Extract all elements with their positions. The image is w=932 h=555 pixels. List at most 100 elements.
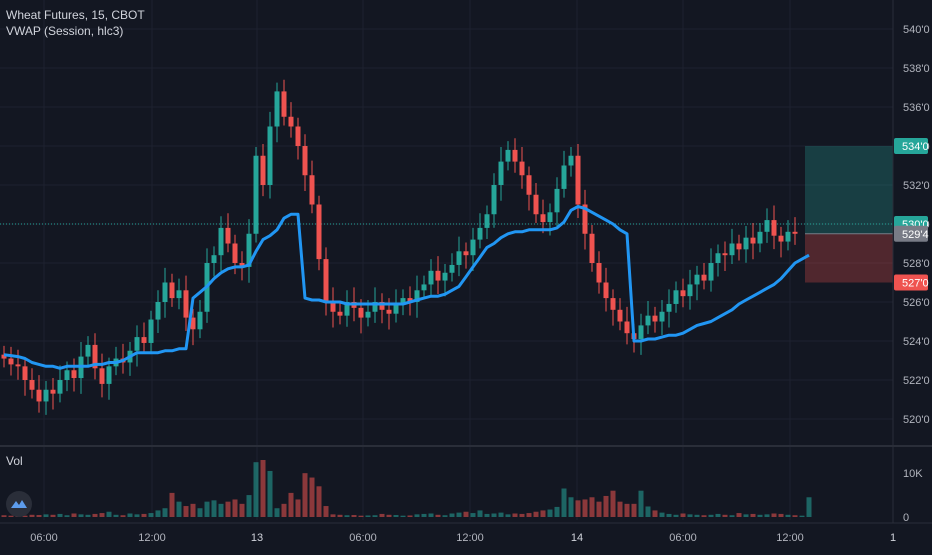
volume-bar [64,515,70,517]
candle-body [554,188,560,213]
volume-bar [533,511,539,517]
volume-bar [50,514,56,517]
volume-bar [799,515,805,517]
candle-body [169,282,175,299]
volume-bar [596,501,602,517]
candle-body [218,227,224,256]
volume-bar [386,514,392,517]
candle-body [617,309,623,322]
candle-body [246,233,252,267]
candle-body [442,272,448,281]
volume-bar [757,514,763,517]
volume-bar [484,513,490,517]
volume-bar [729,515,735,517]
volume-bar [337,514,343,517]
candle-body [624,321,630,334]
candle-body [701,274,707,281]
candle-body [519,161,525,176]
candle-body [344,302,350,316]
volume-bar [442,515,448,517]
candle-body [232,243,238,263]
volume-bar [603,495,609,517]
loss-zone[interactable] [805,233,893,283]
candle-body [449,264,455,273]
volume-bar [344,515,350,517]
volume-bar [239,503,245,517]
indicator-label[interactable]: VWAP (Session, hlc3) [6,24,124,38]
price-badge-label: 527'0 [902,278,929,290]
volume-bar [414,514,420,517]
candle-body [302,146,308,176]
volume-bar [743,514,749,517]
volume-bar [617,501,623,517]
volume-bar [162,508,168,517]
volume-bar [540,510,546,517]
volume-bar [435,514,441,517]
candle-body [407,298,413,302]
volume-bar [421,513,427,517]
volume-bar [323,506,329,517]
candle-body [428,270,434,285]
volume-bar [771,513,777,517]
volume-bar [274,508,280,517]
volume-bar [428,513,434,517]
candle-body [435,270,441,281]
volume-bar [582,499,588,517]
volume-bar [379,513,385,517]
volume-bar [778,513,784,517]
tradingview-logo-icon[interactable] [6,491,32,517]
volume-bar [92,513,98,517]
candle-body [477,227,483,240]
volume-bar [680,513,686,517]
candle-body [309,175,315,205]
volume-bar [722,514,728,517]
x-tick-label: 14 [571,532,583,544]
y-tick-label: 538'0 [903,63,930,75]
volume-bar [526,513,532,517]
y-tick-label: 528'0 [903,258,930,270]
candle-body [99,368,105,384]
candle-body [792,231,798,234]
candle-body [456,251,462,265]
candle-body [211,255,217,263]
long-position-tool[interactable] [0,146,893,283]
x-tick-label: 12:00 [776,532,804,544]
volume-bar [99,513,105,517]
volume-bar [589,497,595,517]
volume-bar [792,515,798,517]
volume-bar [253,462,259,517]
volume-bar [78,514,84,517]
volume-bars [1,460,812,517]
volume-pane-label: Vol [6,454,23,468]
volume-bar [365,515,371,517]
symbol-title[interactable]: Wheat Futures, 15, CBOT [6,8,145,22]
y-tick-label: 524'0 [903,336,930,348]
candle-body [575,155,581,205]
candle-body [148,319,154,343]
volume-bar [267,470,273,517]
volume-bar [295,499,301,517]
volume-bar [134,514,140,517]
volume-bar [708,514,714,517]
vwap-line [3,205,810,370]
volume-bar [22,515,28,517]
volume-bar [113,514,119,517]
volume-bar [372,515,378,517]
x-tick-label: 06:00 [669,532,697,544]
volume-bar [659,512,665,517]
grid-lines [0,0,894,520]
candle-body [491,185,497,215]
candle-body [722,253,728,256]
volume-bar [197,508,203,517]
candle-body [778,235,784,242]
volume-bar [169,492,175,517]
profit-zone[interactable] [805,146,893,234]
volume-bar [561,488,567,517]
candle-body [64,370,70,380]
candle-body [526,175,532,195]
candle-body [50,389,56,394]
volume-bar [652,510,658,517]
